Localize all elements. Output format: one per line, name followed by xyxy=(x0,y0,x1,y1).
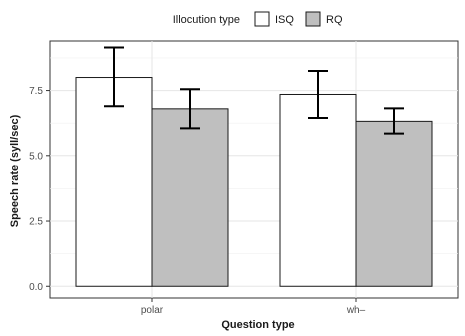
y-axis-title: Speech rate (syll/sec) xyxy=(9,114,21,227)
y-tick-label: 5.0 xyxy=(29,151,43,162)
legend-label-isq: ISQ xyxy=(275,14,294,26)
legend-swatch-rq xyxy=(305,11,321,27)
bar-rq-0 xyxy=(151,108,229,287)
bar-isq-0 xyxy=(75,77,153,287)
plot-area: 0.0 2.5 5.0 7.5 polar wh– xyxy=(29,40,459,316)
y-tick-label: 0.0 xyxy=(29,282,43,293)
legend-title: Illocution type xyxy=(173,14,240,26)
x-tick-label: wh– xyxy=(346,305,366,316)
bar-isq-1 xyxy=(279,93,357,287)
y-tick-label: 7.5 xyxy=(29,86,43,97)
y-tick-label: 2.5 xyxy=(29,217,43,228)
x-axis-title: Question type xyxy=(221,319,294,331)
legend-label-rq: RQ xyxy=(326,14,343,26)
x-tick-label: polar xyxy=(141,305,164,316)
legend: Illocution type ISQ RQ xyxy=(173,11,343,27)
bar-rq-1 xyxy=(355,120,433,287)
legend-swatch-isq xyxy=(254,11,270,27)
